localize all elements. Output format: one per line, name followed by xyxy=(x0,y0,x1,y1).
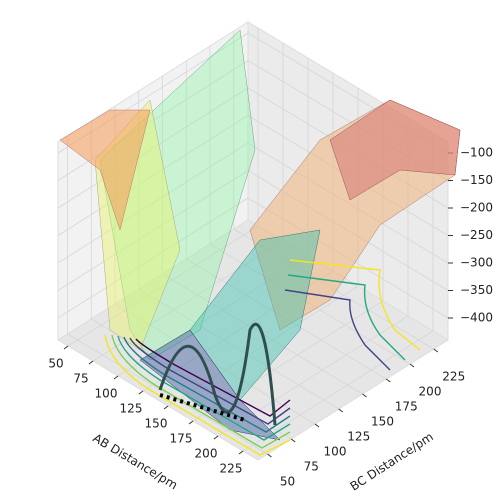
tick-mark xyxy=(385,378,391,383)
grid-line xyxy=(57,87,249,209)
grid-line xyxy=(92,240,284,362)
z-tick-label: −250 xyxy=(460,228,493,242)
grid-line xyxy=(67,333,268,455)
contour xyxy=(135,338,291,417)
tick-mark xyxy=(433,348,439,353)
tick-mark xyxy=(238,450,244,455)
x-tick-label: 75 xyxy=(73,372,88,386)
contour xyxy=(111,334,291,449)
pane-floor xyxy=(57,219,449,461)
y-tick-label: 50 xyxy=(280,475,295,489)
contour xyxy=(289,259,421,351)
contour xyxy=(158,322,277,426)
contour xyxy=(117,335,291,441)
x-tick-label: 125 xyxy=(120,402,143,416)
grid-line xyxy=(57,170,249,291)
grid-line xyxy=(138,288,339,410)
tick-mark xyxy=(362,393,367,398)
x-tick-label: 50 xyxy=(48,357,63,371)
grid-line xyxy=(217,315,409,437)
tick-mark xyxy=(188,420,194,425)
y-tick-label: 75 xyxy=(304,460,319,474)
grid-line xyxy=(192,300,384,422)
tick-mark xyxy=(138,390,144,395)
tick-mark xyxy=(314,423,320,428)
tick-mark xyxy=(113,375,119,380)
y-tick-label: 100 xyxy=(324,445,347,459)
grid-line xyxy=(242,330,434,452)
tick-mark xyxy=(290,438,296,443)
z-tick-label: −100 xyxy=(460,146,493,160)
grid-line xyxy=(114,303,316,425)
grid-line xyxy=(57,142,249,264)
z-tick-label: −300 xyxy=(460,256,493,270)
contour xyxy=(159,393,246,422)
surface-sheet-red xyxy=(329,99,461,201)
contour xyxy=(104,334,291,456)
z-tick-label: −400 xyxy=(460,311,493,325)
tick-mark xyxy=(88,360,94,365)
tick-mark xyxy=(409,363,415,368)
contour xyxy=(284,289,391,371)
surface-sheet-orange xyxy=(59,109,151,231)
contour xyxy=(129,337,291,425)
tick-mark xyxy=(338,408,344,413)
y-tick-label: 175 xyxy=(395,400,418,414)
x-tick-label: 175 xyxy=(170,432,193,446)
x-tick-label: 225 xyxy=(220,462,243,476)
y-tick-label: 225 xyxy=(442,370,465,384)
y-tick-label: 200 xyxy=(419,385,442,399)
y-tick-label: 150 xyxy=(371,415,394,429)
contours xyxy=(104,259,421,456)
x-tick-label: 100 xyxy=(95,387,118,401)
z-tick-label: −150 xyxy=(460,173,493,187)
grid-line xyxy=(57,115,249,236)
grid-line xyxy=(67,225,259,347)
contour xyxy=(287,274,406,361)
surface-sheet-green xyxy=(99,29,256,361)
tick-mark xyxy=(163,405,169,410)
z-tick-label: −200 xyxy=(460,201,493,215)
grid-line xyxy=(57,197,249,319)
x-tick-label: 200 xyxy=(195,447,218,461)
y-tick-label: 125 xyxy=(347,430,370,444)
x-axis-label: AB Distance/pm xyxy=(90,431,180,492)
tick-mark xyxy=(267,453,272,458)
tick-mark xyxy=(63,345,69,350)
x-tick-label: 150 xyxy=(145,417,168,431)
z-tick-label: −350 xyxy=(460,283,493,297)
tick-mark xyxy=(213,435,219,440)
